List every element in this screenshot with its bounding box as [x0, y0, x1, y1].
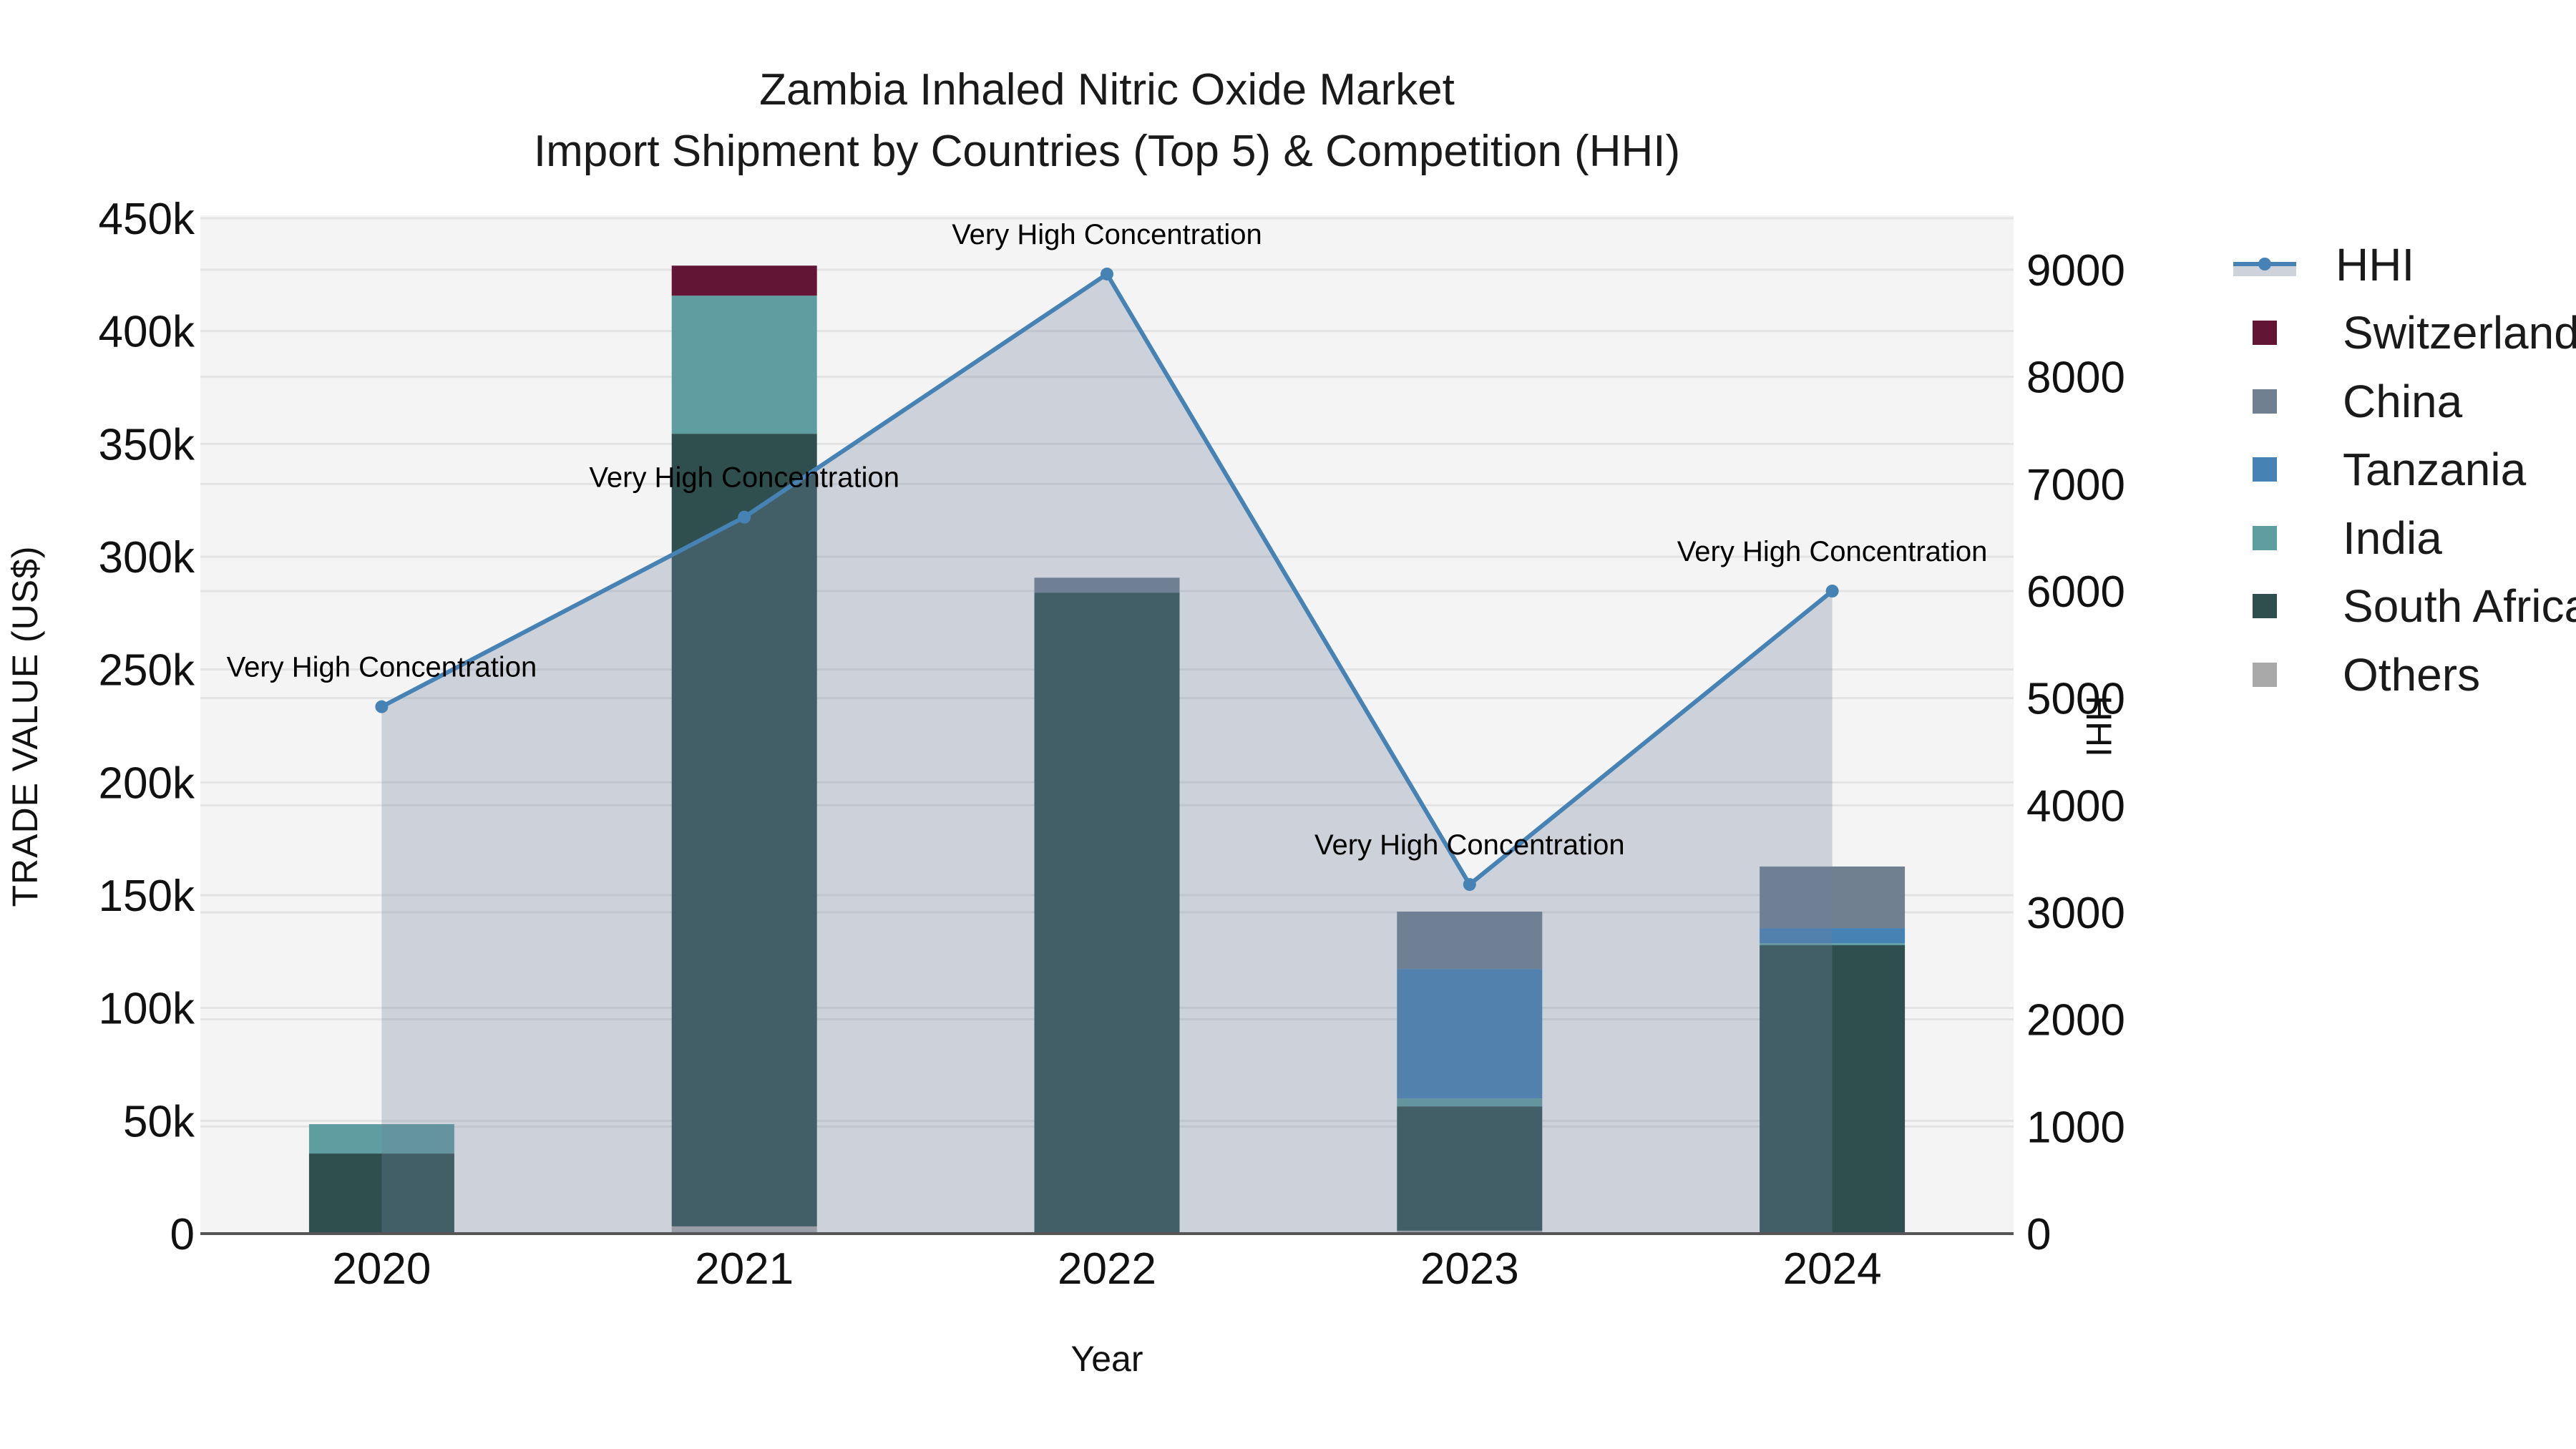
y2-tick-label: 6000	[2026, 567, 2125, 617]
bar-segment-china-2024[interactable]	[1760, 866, 1906, 929]
bar-segment-switzerland-2021[interactable]	[671, 265, 817, 296]
bar-segment-china-2022[interactable]	[1034, 577, 1180, 593]
hhi-area	[381, 273, 1833, 1234]
y2-tick-label: 1000	[2026, 1103, 2125, 1152]
legend-item-switzerland[interactable]: Switzerland	[2211, 299, 2576, 368]
legend-label: HHI	[2336, 238, 2415, 291]
y-tick-label: 200k	[99, 758, 195, 808]
legend-item-others[interactable]: Others	[2211, 640, 2576, 709]
hhi-annotation: Very High Concentration	[589, 462, 899, 494]
hhi-annotation: Very High Concentration	[1314, 829, 1625, 861]
square-swatch-icon	[2253, 457, 2277, 482]
bar-segment-india-2020[interactable]	[308, 1124, 454, 1154]
square-swatch-icon	[2253, 525, 2277, 550]
bar-segment-south-africa-2020[interactable]	[308, 1153, 454, 1234]
y-tick-label: 350k	[99, 420, 195, 469]
legend-item-tanzania[interactable]: Tanzania	[2211, 436, 2576, 504]
y-tick-label: 400k	[99, 308, 195, 357]
y2-tick-label: 9000	[2026, 246, 2125, 296]
hhi-point-2022[interactable]	[1101, 267, 1113, 280]
hhi-point-2023[interactable]	[1463, 878, 1476, 892]
hhi-annotation: Very High Concentration	[227, 652, 537, 683]
square-swatch-icon	[2253, 389, 2277, 414]
y2-tick-label: 4000	[2026, 781, 2125, 831]
y-tick-label: 250k	[99, 646, 195, 696]
hhi-point-2024[interactable]	[1825, 585, 1839, 597]
y2-tick-label: 7000	[2026, 460, 2125, 509]
square-swatch-icon	[2253, 662, 2277, 687]
bar-segment-tanzania-2023[interactable]	[1397, 969, 1543, 1099]
square-swatch-icon	[2253, 594, 2277, 619]
square-swatch-icon	[2253, 321, 2277, 346]
y-tick-label: 450k	[99, 195, 195, 244]
bar-segment-tanzania-2024[interactable]	[1760, 928, 1906, 944]
bar-segment-others-2021[interactable]	[671, 1226, 817, 1234]
x-tick-label: 2020	[332, 1244, 431, 1294]
legend-label: China	[2343, 375, 2463, 427]
hhi-point-2021[interactable]	[738, 510, 751, 524]
x-axis-title: Year	[1070, 1339, 1143, 1379]
y2-tick-label: 2000	[2026, 996, 2125, 1045]
line-marker-icon	[2233, 250, 2296, 279]
bar-segment-south-africa-2022[interactable]	[1034, 592, 1180, 1234]
legend-item-china[interactable]: China	[2211, 367, 2576, 436]
legend: HHI Switzerland China Tanzania India Sou…	[2211, 230, 2576, 709]
x-tick-label: 2022	[1058, 1244, 1156, 1294]
legend-item-hhi[interactable]: HHI	[2211, 230, 2576, 299]
chart-subtitle: Import Shipment by Countries (Top 5) & C…	[533, 127, 1681, 176]
bar-segment-india-2023[interactable]	[1397, 1098, 1543, 1107]
bar-segment-south-africa-2021[interactable]	[671, 434, 817, 1226]
legend-label: Switzerland	[2343, 307, 2576, 359]
legend-label: India	[2343, 512, 2442, 564]
y-tick-label: 300k	[99, 533, 195, 582]
y2-tick-label: 5000	[2026, 675, 2125, 724]
legend-item-south-africa[interactable]: South Africa	[2211, 572, 2576, 641]
y-tick-label: 0	[170, 1210, 195, 1259]
bar-segment-india-2021[interactable]	[671, 296, 817, 434]
y-tick-label: 150k	[99, 872, 195, 921]
y2-tick-label: 0	[2026, 1210, 2051, 1259]
bar-segment-india-2024[interactable]	[1760, 943, 1906, 946]
hhi-point-2020[interactable]	[375, 700, 389, 713]
hhi-annotation: Very High Concentration	[952, 219, 1262, 250]
y-axis-right-title: HHI	[2079, 695, 2119, 758]
legend-label: South Africa	[2343, 580, 2576, 633]
chart-title: Zambia Inhaled Nitric Oxide Market	[759, 65, 1455, 114]
y2-tick-label: 8000	[2026, 353, 2125, 403]
x-tick-label: 2021	[695, 1244, 794, 1294]
legend-item-india[interactable]: India	[2211, 504, 2576, 572]
legend-label: Others	[2343, 648, 2481, 701]
hhi-annotation: Very High Concentration	[1677, 536, 1988, 567]
bar-segment-south-africa-2023[interactable]	[1397, 1106, 1543, 1231]
x-tick-label: 2024	[1783, 1244, 1882, 1294]
bar-segment-south-africa-2024[interactable]	[1760, 945, 1906, 1234]
bar-segment-others-2023[interactable]	[1397, 1230, 1543, 1234]
bar-segment-china-2023[interactable]	[1397, 912, 1543, 970]
y2-tick-label: 3000	[2026, 889, 2125, 938]
y-axis-left-title: TRADE VALUE (US$)	[5, 545, 45, 907]
legend-label: Tanzania	[2343, 444, 2527, 496]
x-tick-label: 2023	[1420, 1244, 1519, 1294]
y-tick-label: 100k	[99, 985, 195, 1034]
y-tick-label: 50k	[123, 1097, 195, 1146]
